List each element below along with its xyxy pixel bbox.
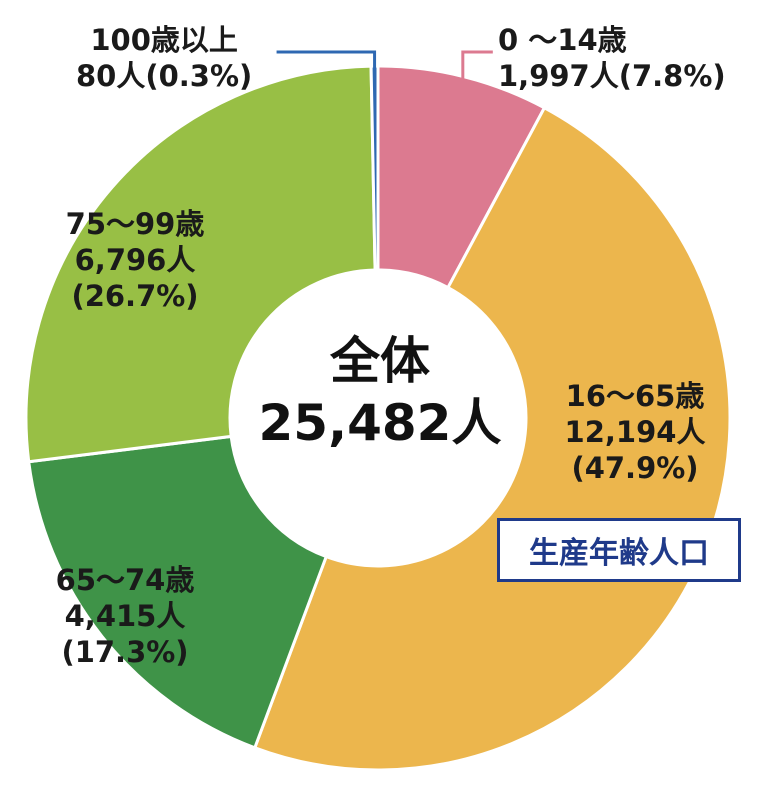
label-age-65-74-category: 65〜74歳 xyxy=(55,563,195,597)
label-age-75-99: 75〜99歳 6,796人 (26.7%) xyxy=(40,206,230,314)
leader-line-age-100-plus xyxy=(276,50,377,71)
label-age-65-74: 65〜74歳 4,415人 (17.3%) xyxy=(30,562,220,670)
label-age-16-65-category: 16〜65歳 xyxy=(565,379,705,413)
label-age-75-99-category: 75〜99歳 xyxy=(65,207,205,241)
label-age-65-74-count: 4,415人 xyxy=(64,599,186,633)
working-age-badge: 生産年齢人口 xyxy=(497,518,741,582)
label-age-16-65-pct: (47.9%) xyxy=(571,451,699,485)
center-title: 全体 xyxy=(330,332,430,390)
label-age-100-plus-count: 80人 xyxy=(76,59,146,93)
label-age-16-65: 16〜65歳 12,194人 (47.9%) xyxy=(540,378,730,486)
donut-center: 全体 25,482人 xyxy=(230,330,530,454)
label-age-0-14-pct: (7.8%) xyxy=(618,59,726,93)
label-age-75-99-pct: (26.7%) xyxy=(71,279,199,313)
slice-age-16-65 xyxy=(252,105,732,772)
slice-age-75-99 xyxy=(24,64,377,464)
leader-line-age-0-14 xyxy=(461,50,493,81)
label-age-100-plus: 100歳以上 80人(0.3%) xyxy=(76,22,252,94)
label-age-65-74-pct: (17.3%) xyxy=(61,635,189,669)
label-age-75-99-count: 6,796人 xyxy=(74,243,196,277)
label-age-100-plus-pct: (0.3%) xyxy=(145,59,253,93)
slice-age-65-74 xyxy=(27,434,329,750)
label-age-0-14: 0 〜14歳 1,997人(7.8%) xyxy=(498,22,726,94)
center-total: 25,482人 xyxy=(258,394,502,452)
label-age-16-65-count: 12,194人 xyxy=(564,415,706,449)
label-age-0-14-category: 0 〜14歳 xyxy=(498,23,627,57)
label-age-100-plus-category: 100歳以上 xyxy=(90,23,238,57)
label-age-0-14-count: 1,997人 xyxy=(498,59,619,93)
